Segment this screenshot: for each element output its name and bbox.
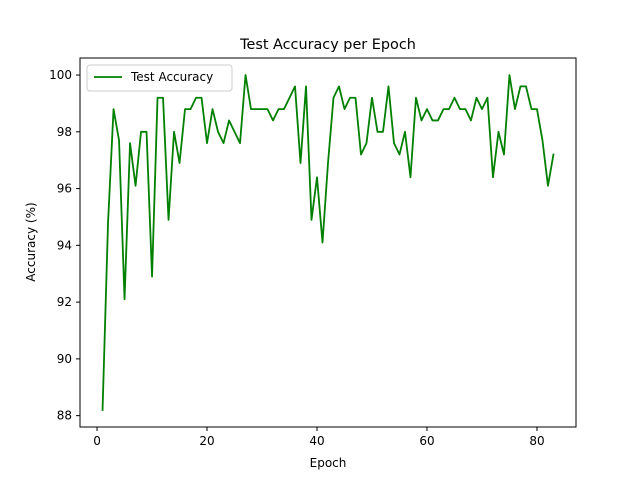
- x-tick-label: 60: [419, 434, 434, 448]
- y-tick-label: 88: [57, 409, 72, 423]
- y-tick-label: 92: [57, 295, 72, 309]
- x-tick-label: 40: [309, 434, 324, 448]
- y-tick-label: 94: [57, 238, 72, 252]
- legend: Test Accuracy: [86, 64, 233, 92]
- x-tick-label: 20: [199, 434, 214, 448]
- y-tick-label: 98: [57, 125, 72, 139]
- plot-area: [79, 57, 577, 428]
- y-tick-label: 90: [57, 352, 72, 366]
- y-axis-label: Accuracy (%): [24, 202, 38, 281]
- y-tick-label: 100: [49, 68, 72, 82]
- chart-title: Test Accuracy per Epoch: [239, 37, 416, 53]
- legend-label: Test Accuracy: [130, 70, 213, 84]
- legend-box: [86, 64, 233, 92]
- x-axis-label: Epoch: [310, 456, 347, 470]
- y-tick-label: 96: [57, 182, 72, 196]
- x-tick-label: 80: [529, 434, 544, 448]
- series-line-test-accuracy: [101, 74, 555, 411]
- y-axis-ticks: 88 90 92 94 96 98 100: [49, 68, 80, 423]
- x-axis-ticks: 0 20 40 60 80: [93, 427, 545, 448]
- plot-frame: [79, 57, 577, 428]
- x-tick-label: 0: [93, 434, 101, 448]
